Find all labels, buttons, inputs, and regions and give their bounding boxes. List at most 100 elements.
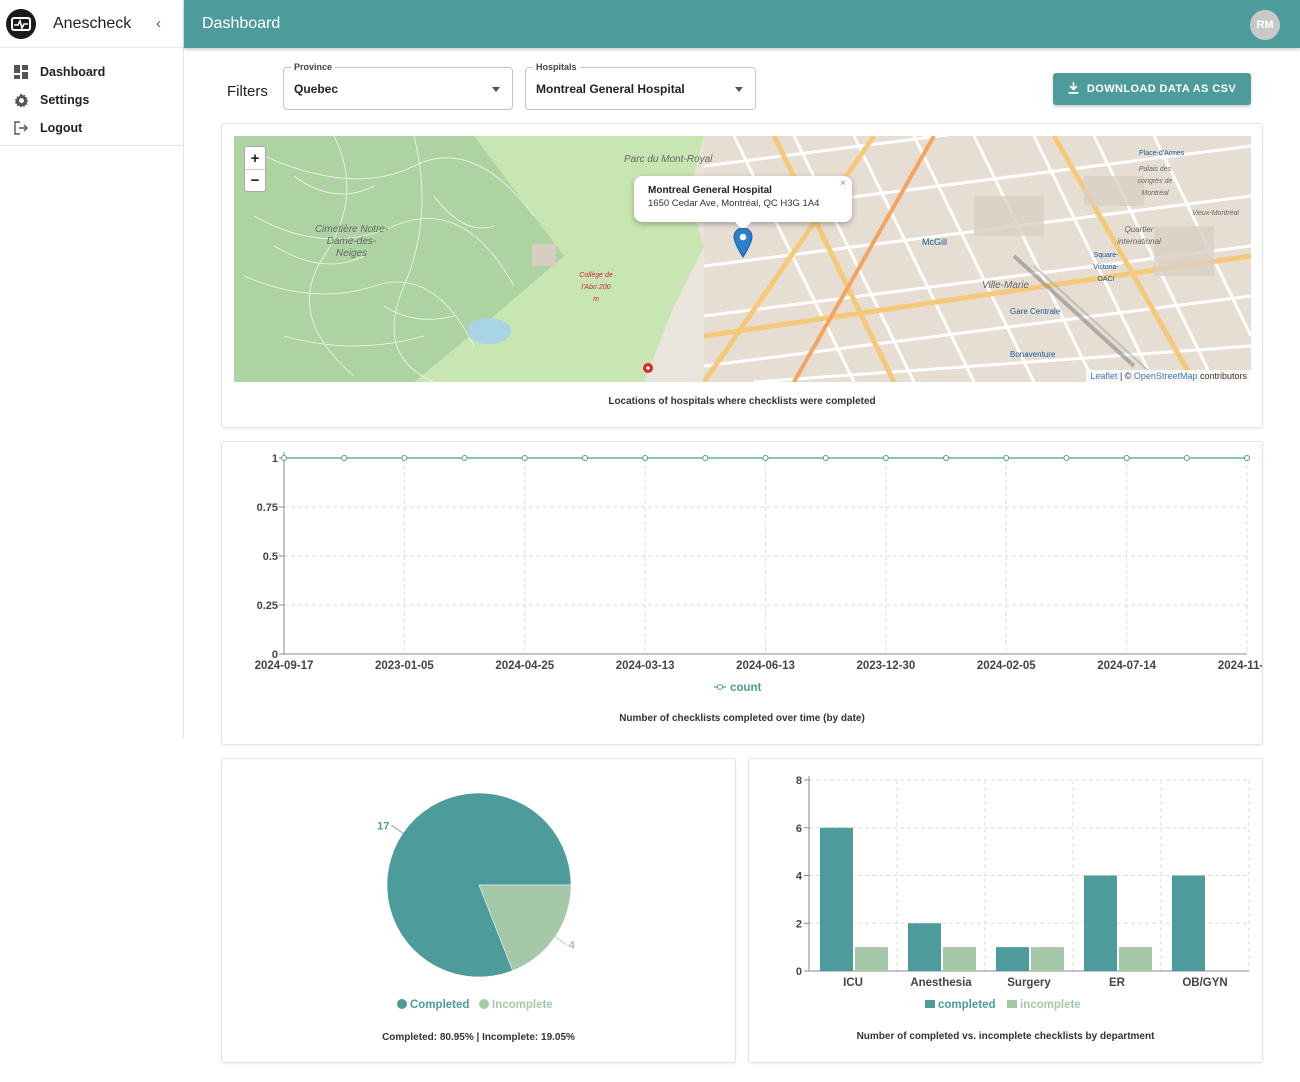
sidebar: Anescheck ‹ Dashboard Settings Logout xyxy=(0,0,184,738)
x-tick-label: 2023-12-30 xyxy=(856,660,915,672)
collapse-sidebar-chevron-icon[interactable]: ‹ xyxy=(156,15,161,32)
data-point xyxy=(461,455,468,461)
data-point xyxy=(822,455,829,461)
bar-completed xyxy=(996,947,1029,971)
gear-icon xyxy=(13,92,29,108)
download-csv-button[interactable]: DOWNLOAD DATA AS CSV xyxy=(1053,73,1251,105)
map-label-ville-marie: Ville-Marie xyxy=(982,280,1030,291)
pie-label-leader xyxy=(554,936,567,946)
map-label-gare-centrale: Gare Centrale xyxy=(1010,307,1061,316)
bar-incomplete xyxy=(1031,947,1064,971)
download-icon xyxy=(1068,81,1079,97)
data-point xyxy=(642,455,649,461)
sidebar-item-logout[interactable]: Logout xyxy=(0,114,183,142)
legend-marker-incomplete xyxy=(479,999,489,1009)
zoom-out-button[interactable]: − xyxy=(245,169,265,191)
y-tick-label: 0.75 xyxy=(257,502,278,514)
map-zoom-control: + − xyxy=(244,146,266,192)
y-tick-label: 6 xyxy=(796,823,802,835)
pie-chart-caption: Completed: 80.95% | Incomplete: 19.05% xyxy=(382,1032,575,1043)
x-tick-label: 2024-03-13 xyxy=(616,660,675,672)
legend-label-count: count xyxy=(730,682,761,694)
map-popup: Montreal General Hospital 1650 Cedar Ave… xyxy=(634,176,852,230)
popup-address: 1650 Cedar Ave, Montréal, QC H3G 1A4 xyxy=(648,198,820,209)
map-label-park: Parc du Mont-Royal xyxy=(624,154,713,165)
bar-completed xyxy=(908,923,941,971)
zoom-in-button[interactable]: + xyxy=(250,149,260,167)
map-marker-icon[interactable] xyxy=(733,228,753,258)
legend-point-marker xyxy=(717,684,723,690)
province-select-value: Quebec xyxy=(294,82,339,96)
sidebar-item-label: Settings xyxy=(40,93,90,107)
data-point xyxy=(702,455,709,461)
map-label-vieux-montreal: Vieux-Montréal xyxy=(1192,210,1239,217)
legend-label-completed: Completed xyxy=(410,999,469,1011)
brand: Anescheck ‹ xyxy=(0,0,183,48)
sidebar-divider xyxy=(0,145,183,146)
osm-link[interactable]: OpenStreetMap xyxy=(1133,371,1198,381)
y-tick-label: 2 xyxy=(796,918,802,930)
x-tick-label: ER xyxy=(1109,977,1126,989)
map-caption: Locations of hospitals where checklists … xyxy=(608,396,876,407)
data-point xyxy=(581,455,588,461)
y-tick-label: 0.25 xyxy=(257,600,278,612)
map-label-mcgill: McGill xyxy=(922,237,947,247)
leaflet-link[interactable]: Leaflet xyxy=(1090,371,1118,381)
province-select-label: Province xyxy=(291,62,336,72)
map-label-college: Collège de l'Abri 200 m xyxy=(579,272,613,303)
pie-value-label: 17 xyxy=(377,820,389,832)
logout-icon xyxy=(13,120,29,136)
sidebar-item-settings[interactable]: Settings xyxy=(0,86,183,114)
pie-slice-incomplete xyxy=(478,884,572,971)
x-tick-label: 2024-11-20 xyxy=(1218,660,1262,672)
bar-chart-card: 0 2 4 6 8 ICU Anesthesia Surgery ER OB/GYN complet… xyxy=(748,758,1263,1063)
x-tick-label: 2024-02-05 xyxy=(977,660,1036,672)
province-select[interactable]: Province Quebec xyxy=(283,62,513,110)
filters-label: Filters xyxy=(227,83,268,100)
hospital-select-value: Montreal General Hospital xyxy=(536,82,685,96)
attribution-sep: | © xyxy=(1117,371,1134,381)
line-chart: 0 0.25 0.5 0.75 1 2024-09-17 2023-01-05 2024-04… xyxy=(255,452,1262,694)
caret-down-icon xyxy=(735,87,743,92)
data-point xyxy=(1244,455,1250,461)
pie-label-leader xyxy=(391,824,404,834)
map-card: Parc du Mont-Royal Cimetière Notre-Dame-… xyxy=(221,123,1263,428)
bar-completed xyxy=(820,827,853,971)
page-title: Dashboard xyxy=(202,15,281,32)
hospital-select[interactable]: Hospitals Montreal General Hospital xyxy=(525,62,756,110)
sidebar-item-label: Logout xyxy=(40,121,83,135)
legend-label-incomplete: incomplete xyxy=(1020,999,1081,1011)
caret-down-icon xyxy=(492,87,500,92)
line-chart-caption: Number of checklists completed over time… xyxy=(619,713,865,724)
sidebar-nav: Dashboard Settings Logout xyxy=(0,58,183,142)
y-tick-label: 8 xyxy=(796,775,802,787)
legend-marker-incomplete xyxy=(1007,1000,1017,1008)
map-attribution: Leaflet | © OpenStreetMap contributors xyxy=(1086,370,1251,382)
popup-close-icon[interactable]: × xyxy=(840,178,846,189)
bar-chart-caption: Number of completed vs. incomplete check… xyxy=(856,1031,1155,1042)
data-point xyxy=(943,455,950,461)
x-tick-label: 2024-07-14 xyxy=(1097,660,1156,672)
sidebar-item-dashboard[interactable]: Dashboard xyxy=(0,58,183,86)
x-tick-label: ICU xyxy=(843,977,863,989)
x-tick-label: 2024-04-25 xyxy=(495,660,554,672)
x-tick-label: Surgery xyxy=(1007,977,1051,989)
data-point xyxy=(401,455,408,461)
app-logo-icon xyxy=(6,8,36,39)
legend-label-incomplete: Incomplete xyxy=(492,999,553,1011)
avatar[interactable]: RM xyxy=(1250,10,1280,40)
y-tick-label: 1 xyxy=(272,453,278,465)
y-tick-label: 0 xyxy=(796,966,802,978)
bar-chart: 0 2 4 6 8 ICU Anesthesia Surgery ER OB/GYN complet… xyxy=(796,775,1250,1011)
data-point xyxy=(1183,455,1190,461)
legend-marker-completed xyxy=(397,999,407,1009)
data-point xyxy=(521,455,528,461)
data-point xyxy=(1063,455,1070,461)
app-name: Anescheck xyxy=(53,14,132,32)
data-point xyxy=(1003,455,1010,461)
dashboard-icon xyxy=(13,64,29,80)
legend-marker-completed xyxy=(925,1000,935,1008)
pie-chart: 17 4 Completed Incomplete xyxy=(377,792,576,1011)
pie-value-label: 4 xyxy=(569,940,576,952)
hospital-map[interactable]: Parc du Mont-Royal Cimetière Notre-Dame-… xyxy=(234,136,1251,382)
